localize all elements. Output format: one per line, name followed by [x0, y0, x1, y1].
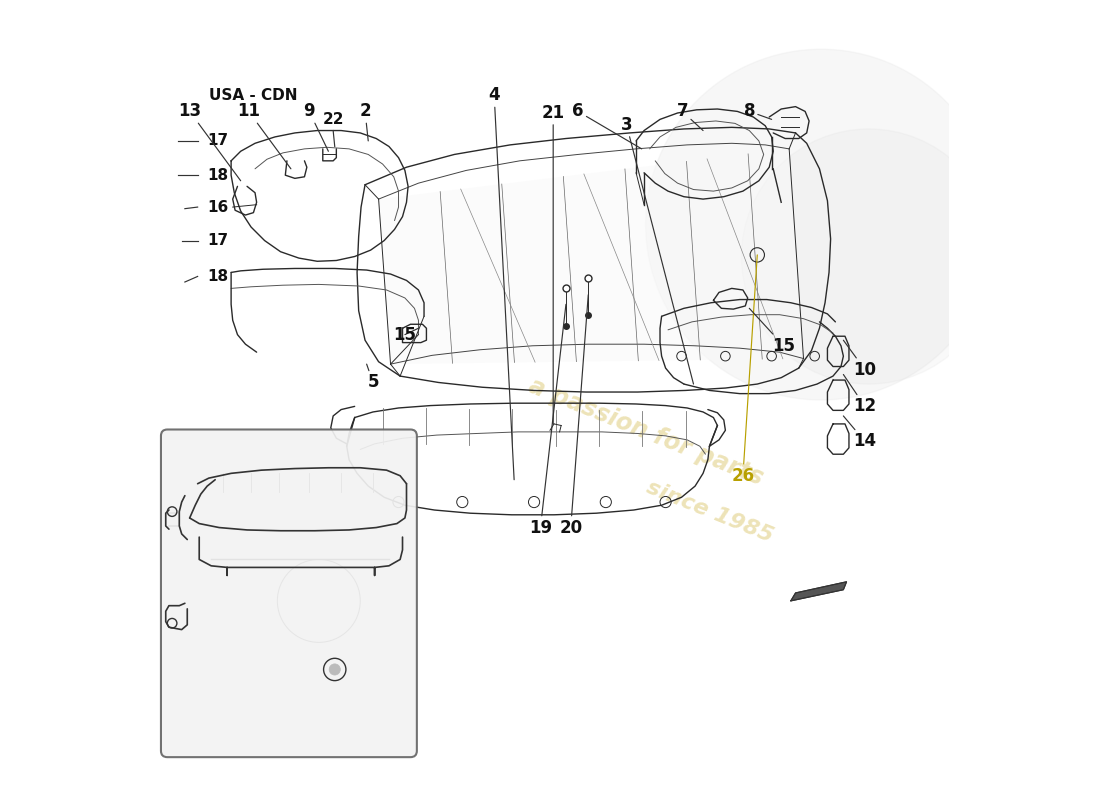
Text: 21: 21 — [541, 104, 564, 424]
Circle shape — [329, 664, 340, 675]
Text: 14: 14 — [844, 416, 877, 450]
Text: 17: 17 — [207, 233, 228, 248]
Text: 10: 10 — [844, 340, 877, 378]
Text: a passion for parts: a passion for parts — [525, 374, 767, 490]
Polygon shape — [378, 149, 803, 364]
Text: 20: 20 — [559, 294, 588, 537]
Text: 11: 11 — [238, 102, 290, 169]
Text: 16: 16 — [207, 199, 228, 214]
Polygon shape — [791, 582, 847, 601]
Text: 19: 19 — [529, 304, 565, 537]
FancyBboxPatch shape — [161, 430, 417, 757]
Text: 18: 18 — [207, 168, 228, 182]
Circle shape — [646, 50, 997, 400]
Text: 15: 15 — [749, 308, 795, 354]
Text: 5: 5 — [366, 364, 378, 391]
Text: 12: 12 — [844, 374, 877, 415]
Text: 8: 8 — [744, 102, 771, 121]
Circle shape — [741, 129, 997, 384]
Text: 2: 2 — [360, 102, 371, 141]
Text: 7: 7 — [676, 102, 703, 130]
Text: USA - CDN: USA - CDN — [209, 88, 298, 103]
Text: 3: 3 — [620, 116, 693, 384]
Text: 15: 15 — [394, 326, 418, 344]
Text: since 1985: since 1985 — [644, 477, 776, 546]
Text: 4: 4 — [488, 86, 514, 480]
Text: 18: 18 — [207, 269, 228, 284]
Text: 22: 22 — [322, 112, 344, 127]
Text: 26: 26 — [732, 255, 757, 485]
Text: 6: 6 — [572, 102, 641, 149]
Text: 17: 17 — [207, 134, 228, 149]
Text: 13: 13 — [178, 102, 241, 181]
Text: 9: 9 — [304, 102, 329, 151]
